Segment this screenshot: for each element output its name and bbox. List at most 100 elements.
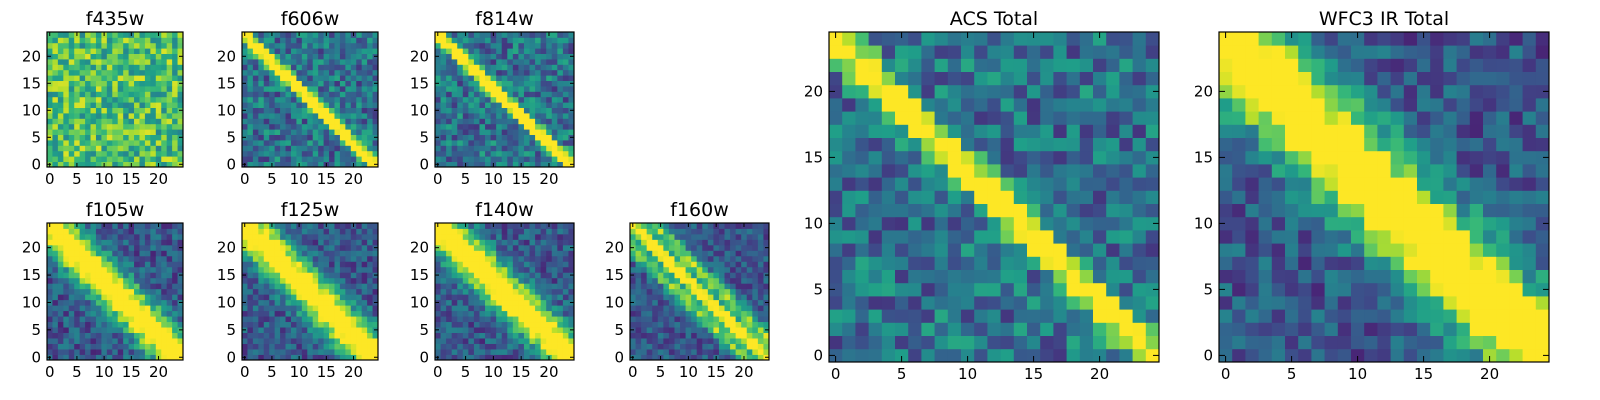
heatmap-cell [252, 118, 259, 125]
heatmap-cell [829, 150, 843, 165]
heatmap-cell [263, 255, 270, 262]
heatmap-cell [485, 102, 491, 108]
heatmap-cell [462, 96, 469, 103]
heatmap-cell [557, 255, 564, 262]
heatmap-cell [285, 343, 292, 350]
heatmap-cell [691, 343, 698, 350]
heatmap-cell [540, 288, 547, 295]
heatmap-cell [568, 113, 575, 119]
heatmap-cell [79, 64, 86, 71]
heatmap-cell [166, 349, 173, 355]
heatmap-cell [95, 272, 102, 279]
heatmap-cell [562, 299, 569, 306]
heatmap-cell [101, 343, 108, 350]
heatmap-cell [79, 118, 86, 125]
heatmap-cell [921, 335, 935, 350]
heatmap-cell [724, 272, 731, 279]
heatmap-cell [507, 261, 514, 268]
heatmap-cell [529, 118, 536, 125]
heatmap-cell [172, 140, 178, 146]
heatmap-cell [1119, 296, 1133, 310]
heatmap-cell [468, 294, 475, 301]
heatmap-cell [63, 321, 70, 328]
heatmap-cell [150, 32, 157, 38]
heatmap-cell [106, 332, 113, 339]
heatmap-cell [468, 107, 475, 114]
heatmap-cell [1013, 230, 1028, 244]
heatmap-cell [323, 310, 330, 317]
heatmap-cell [106, 250, 113, 257]
heatmap-cell [79, 310, 86, 317]
heatmap-cell [161, 321, 168, 328]
heatmap-cell [974, 348, 988, 363]
heatmap-cell [307, 102, 314, 108]
heatmap-cell [296, 64, 303, 71]
heatmap-cell [57, 107, 64, 114]
heatmap-cell [702, 316, 709, 323]
heatmap-cell [166, 118, 173, 125]
heatmap-cell [479, 310, 486, 317]
heatmap-cell [263, 123, 270, 130]
heatmap-cell [172, 233, 178, 240]
heatmap-cell [274, 123, 281, 130]
heatmap-cell [895, 348, 909, 363]
heatmap-cell [496, 283, 503, 290]
heatmap-cell [269, 91, 276, 98]
heatmap-cell [457, 145, 464, 152]
heatmap-cell [101, 102, 108, 108]
heatmap-cell [523, 305, 530, 312]
heatmap-cell [724, 233, 731, 240]
heatmap-cell [285, 332, 292, 339]
heatmap-cell [435, 86, 441, 92]
heatmap-cell [361, 299, 368, 306]
heatmap-cell [90, 134, 97, 141]
heatmap-cells [630, 223, 770, 361]
heatmap-cell [557, 343, 564, 350]
heatmap-cell [718, 294, 725, 301]
heatmap-cell [161, 129, 168, 135]
heatmap-cell [512, 305, 519, 312]
heatmap-cell [139, 343, 146, 350]
heatmap-cell [895, 269, 909, 284]
heatmap-cell [361, 123, 368, 130]
heatmap-cell [106, 255, 113, 262]
heatmap-cell [63, 305, 70, 312]
heatmap-cell [974, 230, 988, 244]
heatmap-cell [307, 96, 314, 103]
heatmap-cell [473, 150, 480, 157]
heatmap-cell [523, 299, 530, 306]
heatmap-cell [562, 140, 569, 146]
heatmap-cell [68, 343, 75, 350]
heatmap-cell [361, 305, 368, 312]
heatmap-cell [361, 343, 368, 350]
heatmap-cell [74, 156, 81, 162]
y-tick-label: 15 [605, 266, 624, 284]
y-tick-label: 20 [217, 239, 236, 257]
heatmap-cell [312, 113, 319, 119]
heatmap-cell [112, 96, 119, 103]
heatmap-cell [752, 233, 759, 240]
heatmap-cell [242, 37, 248, 44]
heatmap-cell [274, 134, 281, 141]
heatmap-cell [329, 349, 335, 355]
heatmap-cell [635, 288, 642, 295]
heatmap-cell [535, 228, 542, 235]
heatmap-cell [630, 294, 636, 301]
heatmap-cell [318, 223, 324, 229]
heatmap-cell [473, 261, 480, 268]
heatmap-cell [258, 42, 265, 49]
heatmap-cell [718, 354, 725, 361]
heatmap-cell [134, 145, 140, 152]
heatmap-cell [535, 42, 542, 49]
heatmap-cell [440, 32, 447, 38]
y-tick-label: 5 [31, 128, 41, 146]
heatmap-cell [274, 244, 281, 251]
heatmap-cell [280, 239, 286, 246]
heatmap-cell [150, 266, 157, 273]
heatmap-cell [479, 113, 486, 119]
heatmap-cell [451, 283, 458, 290]
heatmap-cell [529, 134, 536, 141]
heatmap-cell [339, 272, 346, 279]
heatmap-cell [85, 156, 91, 162]
heatmap-cell [144, 161, 151, 168]
